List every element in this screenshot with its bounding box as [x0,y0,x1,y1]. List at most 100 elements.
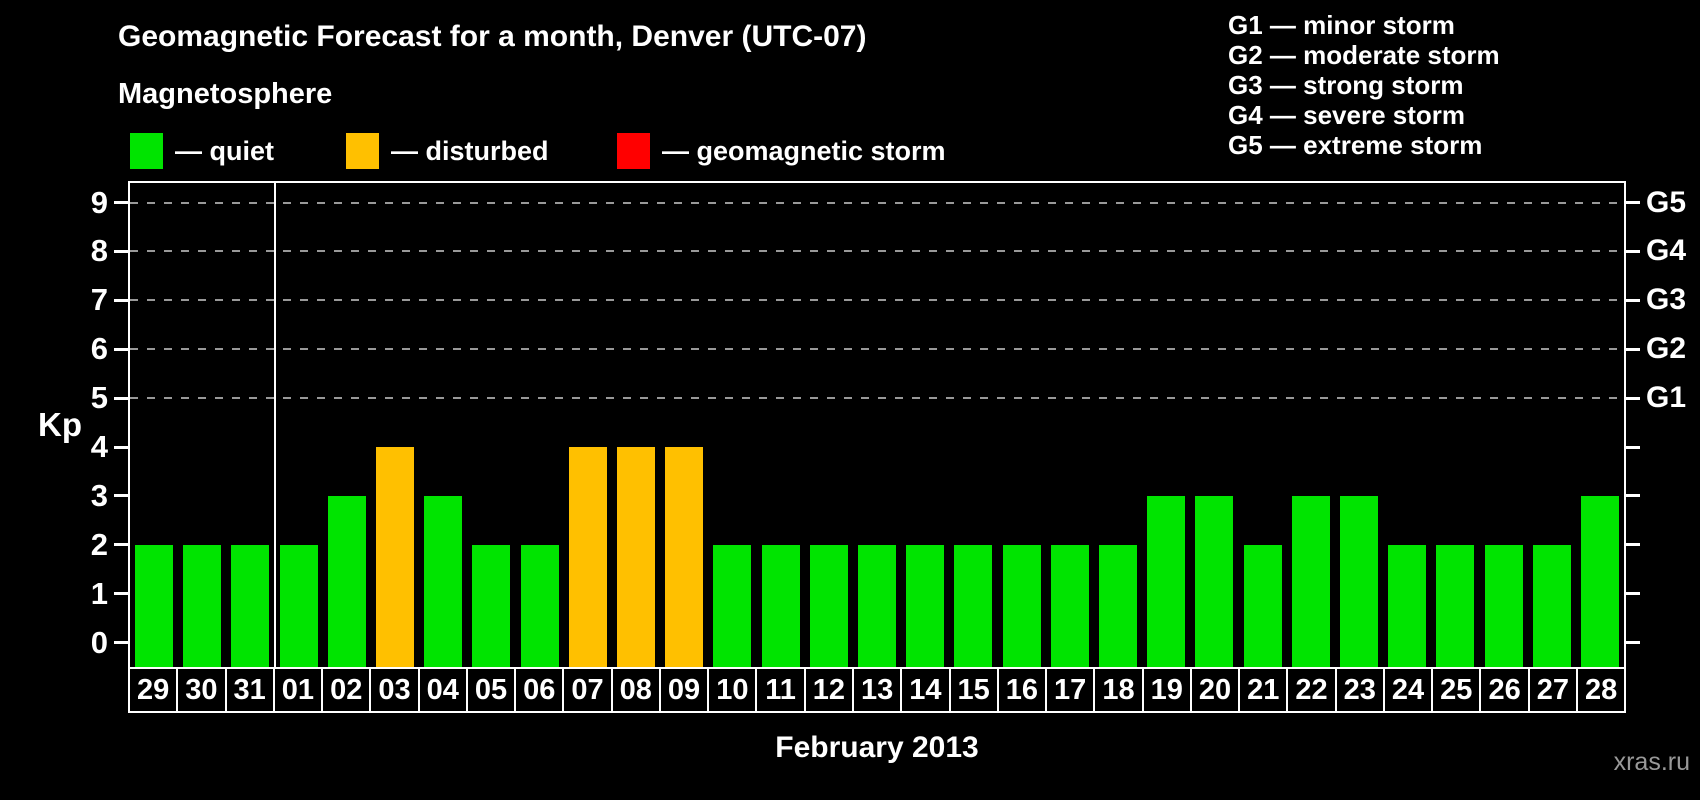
kp-bar-day-24 [1388,544,1427,667]
kp-bar-day-22 [1291,495,1330,667]
right-tick-6 [1626,347,1640,351]
plot-area [128,181,1626,669]
legend-item-quiet: — quiet [130,131,274,171]
kp-bar-day-12 [809,544,848,667]
kp-bar-day-03 [376,447,415,667]
day-label-04: 04 [417,667,468,713]
kp-bar-day-25 [1436,544,1475,667]
left-tick-3 [114,494,128,498]
right-axis-label-G1: G1 [1646,381,1687,415]
kp-bar-day-18 [1098,544,1137,667]
y-tick-label-5: 5 [90,380,108,416]
right-axis-label-G5: G5 [1646,185,1687,219]
legend-label: — geomagnetic storm [662,135,946,166]
gridline-kp-9 [130,201,1624,204]
g-legend-entry: G2 — moderate storm [1228,40,1500,70]
y-tick-label-6: 6 [90,331,108,367]
right-tick-9 [1626,201,1640,205]
day-label-30: 30 [176,667,227,713]
right-axis-label-G4: G4 [1646,234,1687,268]
y-tick-label-0: 0 [90,624,108,660]
y-tick-label-2: 2 [90,526,108,562]
kp-bar-day-15 [954,544,993,667]
watermark: xras.ru [1613,748,1690,776]
left-tick-9 [114,201,128,205]
right-tick-1 [1626,592,1640,596]
left-tick-8 [114,249,128,253]
g-legend-entry: G3 — strong storm [1228,70,1464,100]
day-label-10: 10 [707,667,758,713]
kp-bar-day-28 [1580,495,1619,667]
legend-item-disturbed: — disturbed [346,131,549,171]
day-label-27: 27 [1527,667,1578,713]
x-axis-day-row: 29 30 31 01 02 03 04 05 06 07 08 09 10 11 12 13 14 15 16 17… [128,667,1627,713]
left-tick-6 [114,347,128,351]
legend-item-storm: — geomagnetic storm [617,131,946,171]
day-label-09: 09 [658,667,710,713]
y-axis-title: Kp [38,406,82,443]
day-label-18: 18 [1093,667,1144,713]
kp-bar-day-16 [1002,544,1041,667]
right-axis-label-G2: G2 [1646,332,1687,366]
kp-bar-day-26 [1484,544,1523,667]
day-label-02: 02 [321,667,372,713]
day-label-25: 25 [1431,667,1482,713]
right-tick-0 [1626,641,1640,645]
left-tick-5 [114,396,128,400]
kp-bar-day-21 [1243,544,1282,667]
left-tick-7 [114,298,128,302]
day-label-17: 17 [1045,667,1096,713]
storm-swatch-icon [617,133,650,169]
kp-bar-day-19 [1147,495,1186,667]
day-label-16: 16 [996,667,1048,713]
y-tick-label-1: 1 [90,575,108,611]
magnetosphere-subtitle: Magnetosphere [118,78,333,110]
right-tick-4 [1626,445,1640,449]
right-tick-3 [1626,494,1640,498]
y-tick-label-7: 7 [90,282,108,318]
day-label-13: 13 [851,667,903,713]
left-tick-4 [114,445,128,449]
kp-bar-day-06 [520,544,559,667]
legend-label: — quiet [175,135,274,166]
kp-bar-day-27 [1532,544,1571,667]
disturbed-swatch-icon [346,133,379,169]
kp-bar-day-02 [327,495,366,667]
legend-label: — disturbed [391,135,549,166]
kp-bar-day-09 [665,447,704,667]
day-label-11: 11 [755,667,806,713]
x-axis-title: February 2013 [775,731,979,764]
right-axis-label-G3: G3 [1646,283,1687,317]
kp-bar-day-17 [1050,544,1089,667]
kp-bar-day-10 [713,544,752,667]
day-label-23: 23 [1334,667,1385,713]
day-label-06: 06 [514,667,565,713]
day-label-19: 19 [1141,667,1192,713]
day-label-07: 07 [562,667,613,713]
right-tick-5 [1626,396,1640,400]
day-label-03: 03 [369,667,420,713]
day-label-01: 01 [272,667,324,713]
g-legend-entry: G4 — severe storm [1228,100,1466,130]
y-tick-label-9: 9 [90,184,108,220]
day-label-20: 20 [1189,667,1241,713]
kp-bar-day-07 [568,447,607,667]
quiet-swatch-icon [130,133,163,169]
kp-bar-day-13 [858,544,896,667]
day-label-29: 29 [128,667,179,713]
kp-bar-day-04 [424,495,463,667]
kp-bar-day-30 [183,544,222,667]
day-label-26: 26 [1479,667,1530,713]
kp-bar-day-29 [135,544,174,667]
kp-bar-day-08 [617,447,656,667]
day-label-08: 08 [610,667,661,713]
left-tick-2 [114,543,128,547]
right-tick-8 [1626,249,1640,253]
day-label-14: 14 [900,667,951,713]
right-tick-2 [1626,543,1640,547]
right-tick-7 [1626,298,1640,302]
gridline-kp-6 [130,348,1624,351]
day-label-28: 28 [1575,667,1627,713]
kp-bar-day-14 [906,544,945,667]
